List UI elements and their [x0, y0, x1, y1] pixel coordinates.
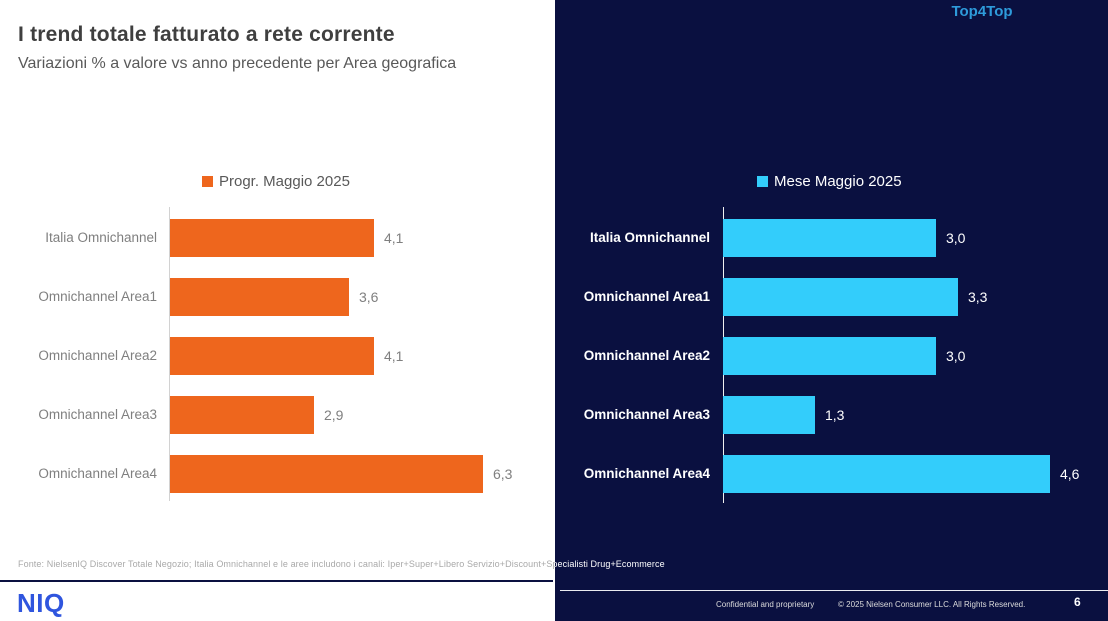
category-label: Omnichannel Area4: [583, 466, 710, 481]
bar: [170, 336, 374, 375]
value-label: 6,3: [493, 465, 513, 482]
chart-row: Omnichannel Area2 3,0: [555, 326, 1108, 385]
chart-row: Omnichannel Area2 4,1: [0, 326, 553, 385]
right-bar-chart: Italia Omnichannel 3,0 Omnichannel Area1 3,…: [555, 208, 1108, 503]
value-label: 3,0: [946, 229, 966, 246]
source-note: Fonte: NielsenIQ Discover Totale Negozio…: [18, 559, 555, 569]
top4top-badge: Top4Top: [951, 3, 1013, 20]
value-label: 2,9: [324, 406, 344, 423]
legend-right: Mese Maggio 2025: [757, 173, 902, 190]
value-label: 3,6: [359, 288, 379, 305]
chart-row: Italia Omnichannel 3,0: [555, 208, 1108, 267]
chart-row: Italia Omnichannel 4,1: [0, 208, 553, 267]
category-label: Omnichannel Area3: [583, 407, 710, 422]
category-label: Omnichannel Area1: [583, 289, 710, 304]
legend-label: Progr. Maggio 2025: [219, 173, 350, 190]
chart-row: Omnichannel Area1 3,3: [555, 267, 1108, 326]
bar: [723, 218, 936, 257]
chart-row: Omnichannel Area3 2,9: [0, 385, 553, 444]
value-label: 4,1: [384, 229, 404, 246]
bar: [723, 336, 936, 375]
legend-swatch-orange: [202, 176, 213, 187]
bar: [170, 218, 374, 257]
left-chart-axis-line: [169, 207, 170, 501]
source-note-light-section: Fonte: NielsenIQ Discover Totale Negozio…: [0, 559, 555, 574]
category-label: Omnichannel Area2: [38, 348, 157, 363]
source-note-dark-section: Fonte: NielsenIQ Discover Totale Negozio…: [555, 559, 1108, 574]
footer-divider-left: [0, 580, 553, 582]
page-number: 6: [1074, 595, 1081, 609]
niq-logo: NIQ: [17, 588, 65, 618]
category-label: Omnichannel Area4: [38, 466, 157, 481]
value-label: 3,0: [946, 347, 966, 364]
chart-row: Omnichannel Area4 4,6: [555, 444, 1108, 503]
chart-row: Omnichannel Area3 1,3: [555, 385, 1108, 444]
left-bar-chart: Italia Omnichannel 4,1 Omnichannel Area1 3,…: [0, 208, 553, 503]
page-subtitle: Variazioni % a valore vs anno precedente…: [18, 55, 457, 72]
bar: [723, 277, 958, 316]
legend-label: Mese Maggio 2025: [774, 173, 902, 190]
bar: [170, 395, 314, 434]
value-label: 4,1: [384, 347, 404, 364]
chart-row: Omnichannel Area1 3,6: [0, 267, 553, 326]
bar: [723, 395, 815, 434]
source-note: Fonte: NielsenIQ Discover Totale Negozio…: [555, 559, 665, 569]
category-label: Italia Omnichannel: [589, 230, 710, 245]
value-label: 3,3: [968, 288, 988, 305]
category-label: Omnichannel Area1: [38, 289, 157, 304]
confidential-note: Confidential and proprietary: [716, 600, 815, 609]
bar: [170, 277, 349, 316]
footer-divider-right: [560, 590, 1108, 591]
category-label: Italia Omnichannel: [45, 230, 157, 245]
page-title: I trend totale fatturato a rete corrente: [18, 23, 395, 46]
bar: [170, 454, 483, 493]
category-label: Omnichannel Area3: [38, 407, 157, 422]
bar: [723, 454, 1050, 493]
value-label: 1,3: [825, 406, 845, 423]
chart-row: Omnichannel Area4 6,3: [0, 444, 553, 503]
value-label: 4,6: [1060, 465, 1080, 482]
category-label: Omnichannel Area2: [583, 348, 710, 363]
legend-left: Progr. Maggio 2025: [202, 173, 350, 190]
legend-swatch-blue: [757, 176, 768, 187]
copyright-note: © 2025 Nielsen Consumer LLC. All Rights …: [838, 600, 1026, 609]
